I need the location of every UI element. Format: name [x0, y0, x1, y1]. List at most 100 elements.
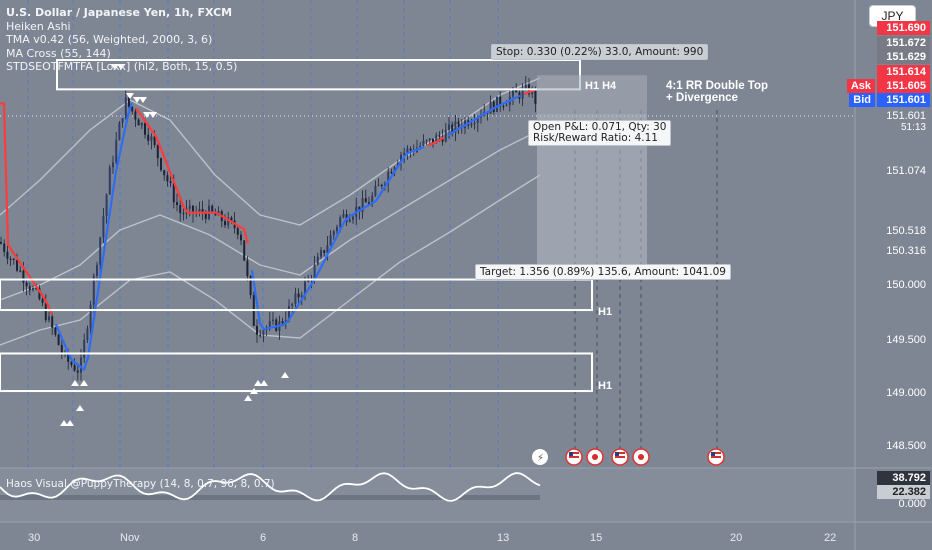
candle-body — [115, 140, 118, 163]
target-info[interactable]: Target: 1.356 (0.89%) 135.6, Amount: 104… — [475, 264, 731, 280]
pnl-info[interactable]: Open P&L: 0.071, Qty: 30 Risk/Reward Rati… — [528, 120, 672, 146]
candle-body — [160, 158, 162, 171]
candle-body — [246, 260, 249, 277]
candle-body — [57, 334, 60, 346]
oscillator-legend[interactable]: Haos Visual @PuppyTherapy (14, 8, 0.7, 9… — [6, 478, 275, 490]
candle-body — [41, 299, 44, 303]
candle-body — [364, 198, 367, 203]
candle-body — [336, 227, 338, 232]
indicator-ma-cross[interactable]: MA Cross (55, 144) — [6, 46, 111, 60]
candle-body — [515, 89, 518, 93]
candle-body — [124, 97, 127, 119]
bar-countdown: 51:13 — [900, 122, 926, 133]
candle-body — [432, 138, 434, 144]
candle-body — [502, 106, 505, 108]
candle-body — [320, 250, 322, 257]
candle-body — [476, 117, 479, 123]
price-tick: 149.500 — [886, 334, 926, 346]
candle-body — [473, 122, 476, 124]
indicator-heiken-ashi[interactable]: Heiken Ashi — [6, 19, 71, 33]
candle-body — [534, 89, 537, 104]
candle-body — [118, 122, 121, 141]
candle-body — [150, 136, 153, 141]
candle-body — [406, 148, 409, 153]
candle-body — [227, 217, 230, 226]
candle-body — [342, 214, 345, 218]
candle-body — [96, 264, 98, 276]
candle-body — [179, 204, 182, 214]
sr-zone — [0, 352, 593, 393]
candle-body — [32, 287, 34, 291]
candle-body — [128, 97, 130, 107]
lightning-icon — [532, 449, 548, 465]
rr-label: Risk/Reward Ratio: 4.11 — [533, 132, 658, 144]
zone-low-label[interactable]: H1 — [598, 380, 613, 392]
zone-top-label[interactable]: H1 H4 — [585, 80, 617, 92]
candle-body — [448, 124, 450, 131]
candle-body — [329, 235, 332, 246]
candle-body — [44, 302, 47, 321]
fractal-up-icon — [260, 380, 268, 386]
fractal-up-icon — [281, 372, 289, 378]
candle-body — [176, 202, 178, 205]
candle-body — [316, 256, 319, 265]
candle-body — [259, 334, 262, 336]
fractal-down-icon — [143, 112, 151, 118]
symbol-title[interactable]: U.S. Dollar / Japanese Yen, 1h, FXCM — [6, 6, 233, 19]
price-tick: 151.074 — [886, 165, 926, 177]
candle-body — [489, 101, 492, 114]
bid-label: Bid — [849, 93, 875, 107]
candle-body — [83, 339, 86, 358]
candle-body — [137, 119, 140, 126]
osc-tag-2: 22.382 — [877, 485, 930, 499]
indicator-tma[interactable]: TMA v0.42 (56, Weighted, 2000, 3, 6) — [6, 33, 213, 46]
flag-stripe — [569, 452, 579, 454]
pnl-label: Open P&L: 0.071, Qty: 30 — [533, 121, 667, 133]
time-label: 22 — [824, 532, 837, 544]
time-label: 13 — [497, 532, 510, 544]
stop-info[interactable]: Stop: 0.330 (0.22%) 33.0, Amount: 990 — [491, 44, 709, 60]
time-label: Nov — [120, 532, 140, 544]
zone-mid-label[interactable]: H1 — [598, 306, 613, 318]
candle-body — [256, 325, 258, 335]
ma-fast-line — [135, 107, 250, 244]
note-line-2[interactable]: + Divergence — [666, 92, 738, 104]
candle-body — [182, 213, 185, 215]
price-tag-0: 151.690 — [877, 21, 930, 35]
candle-body — [496, 96, 498, 112]
indicator-stdseotfmtfa[interactable]: STDSEOTFMTFA [Loxx] (hl2, Both, 15, 0.5) — [6, 60, 238, 73]
flag-canton — [711, 452, 715, 456]
candle-body — [201, 209, 204, 214]
candle-body — [400, 154, 402, 163]
candle-body — [262, 330, 265, 336]
candle-body — [390, 171, 393, 174]
candle-body — [0, 241, 2, 244]
candle-body — [332, 231, 335, 236]
candle-body — [492, 101, 495, 112]
candle-body — [438, 135, 441, 137]
candle-body — [505, 104, 508, 107]
candle-body — [425, 140, 428, 142]
time-label: 15 — [590, 532, 603, 544]
candle-body — [371, 195, 374, 205]
candle-body — [80, 357, 82, 373]
flag-stripe — [711, 456, 721, 458]
candle-body — [38, 288, 41, 300]
candle-body — [54, 327, 57, 335]
candle-body — [86, 328, 89, 340]
flag-canton — [569, 452, 573, 456]
candle-body — [409, 148, 412, 151]
candle-body — [294, 293, 297, 304]
note-line-1[interactable]: 4:1 RR Double Top — [666, 80, 769, 92]
flag-canton — [615, 452, 619, 456]
price-tick: 148.500 — [886, 440, 926, 452]
osc-tag-1: 38.792 — [877, 471, 930, 485]
price-tag-1: 151.672 — [877, 36, 930, 50]
candle-body — [291, 303, 294, 306]
candle-body — [60, 345, 63, 354]
chart-legend: U.S. Dollar / Japanese Yen, 1h, FXCM Hei… — [6, 6, 237, 74]
tma-mid-band — [0, 129, 541, 301]
price-tag-2: 151.629 — [877, 50, 930, 64]
